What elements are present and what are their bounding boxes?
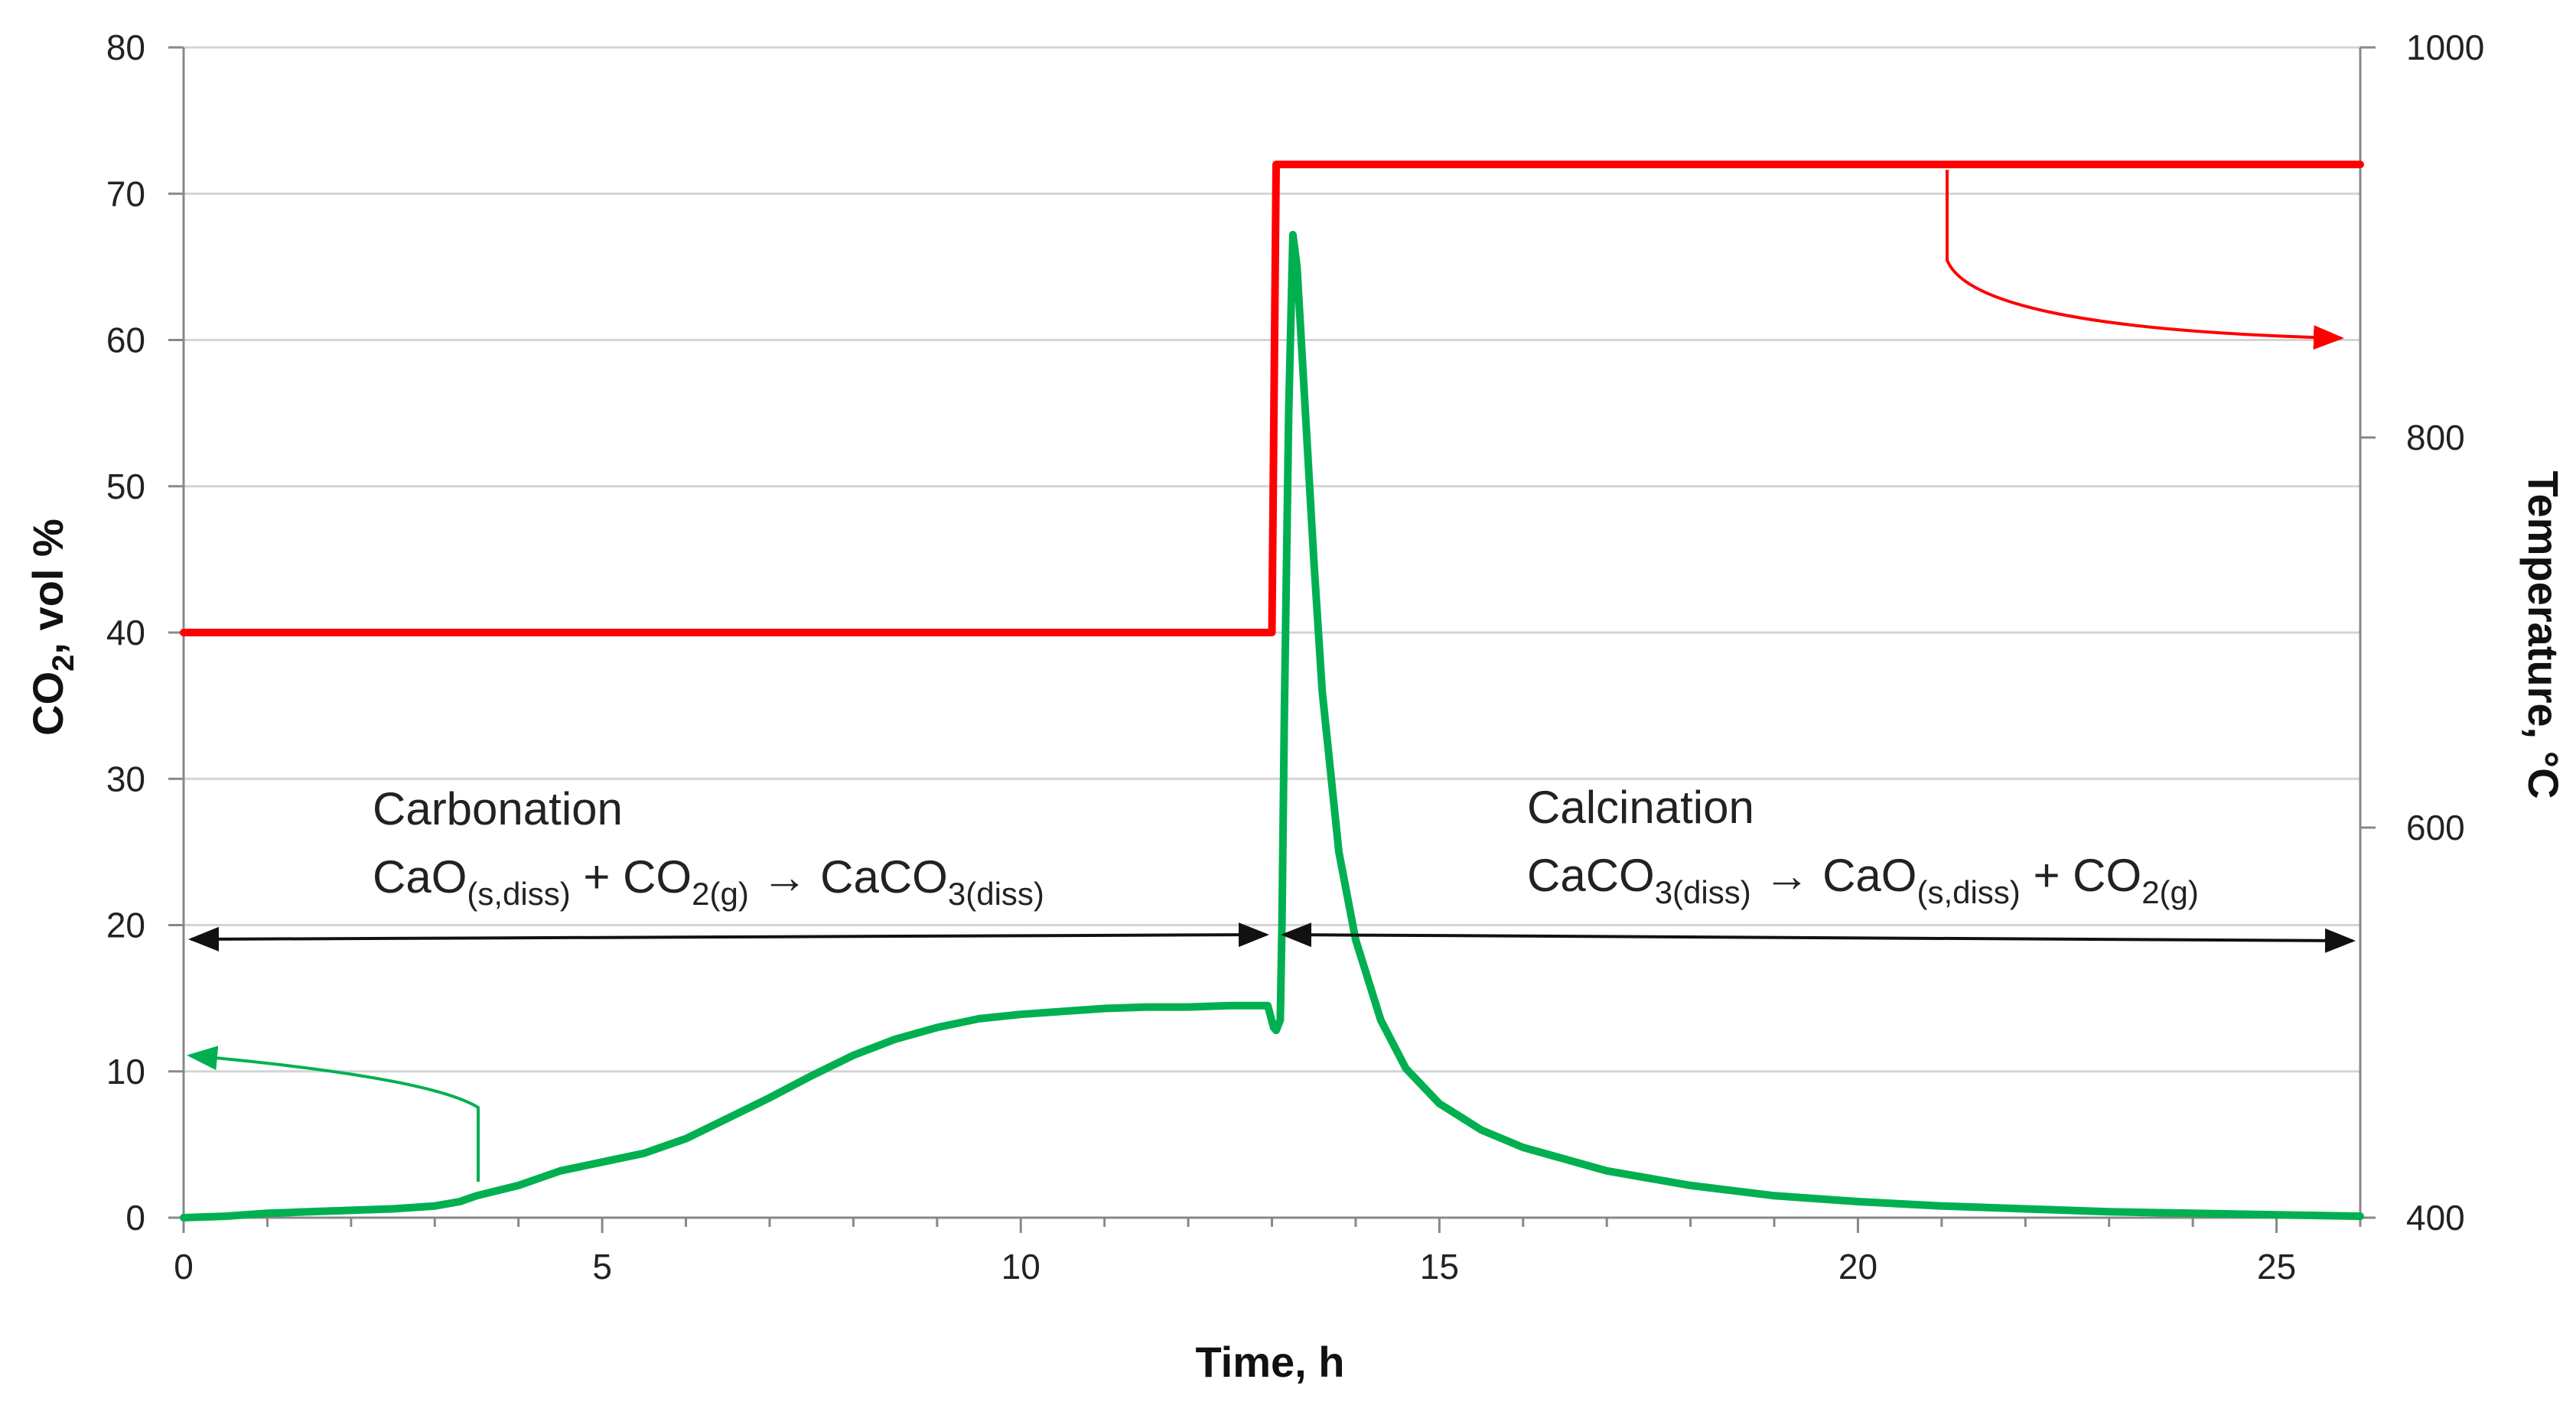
left-y-axis-title-co: CO xyxy=(24,672,72,736)
x-tick-label-20: 20 xyxy=(1838,1247,1877,1287)
series-line-temperature xyxy=(180,161,2364,636)
series-layer xyxy=(180,161,2364,1221)
calcination-label: Calcination xyxy=(1527,782,1754,833)
left-y-axis-title-rest: , vol % xyxy=(24,519,72,654)
calcination-reaction: CaCO3(diss) → CaO(s,diss) + CO2(g) xyxy=(1527,850,2199,910)
x-axis-ticks: 0 5 10 15 20 25 xyxy=(174,1218,2362,1287)
x-tick-label-25: 25 xyxy=(2257,1247,2296,1287)
right-y-axis-title: Temperature, °C xyxy=(2519,470,2568,799)
left-y-tick-label-80: 80 xyxy=(106,28,145,67)
x-tick-label-5: 5 xyxy=(592,1247,612,1287)
left-y-tick-label-10: 10 xyxy=(106,1052,145,1091)
left-y-tick-label-70: 70 xyxy=(106,174,145,213)
right-y-tick-label-400: 400 xyxy=(2406,1198,2465,1238)
x-axis-title: Time, h xyxy=(1195,1338,1344,1386)
left-y-tick-label-60: 60 xyxy=(106,320,145,360)
right-y-tick-label-1000: 1000 xyxy=(2406,28,2484,67)
left-y-tick-label-40: 40 xyxy=(106,613,145,652)
calcination-span-arrow xyxy=(1281,922,2356,953)
carbonation-span-arrow xyxy=(188,922,1269,951)
x-tick-label-0: 0 xyxy=(174,1247,194,1287)
left-y-axis-title-sub: 2 xyxy=(47,655,80,672)
left-y-tick-label-50: 50 xyxy=(106,467,145,506)
right-y-tick-label-800: 800 xyxy=(2406,418,2465,457)
x-tick-label-15: 15 xyxy=(1420,1247,1459,1287)
left-y-axis-title: CO2, vol % xyxy=(24,519,80,736)
series-line-co2 xyxy=(180,230,2364,1221)
left-y-tick-label-30: 30 xyxy=(106,759,145,799)
left-y-tick-label-0: 0 xyxy=(125,1198,145,1238)
carbonation-reaction: CaO(s,diss) + CO2(g) → CaCO3(diss) xyxy=(373,851,1044,912)
right-y-axis-ticks: 400 600 800 1000 xyxy=(2360,28,2484,1238)
co2-axis-indicator-arrow xyxy=(187,1046,480,1182)
carbonation-label: Carbonation xyxy=(373,783,623,834)
temperature-axis-indicator-arrow xyxy=(1946,170,2344,350)
right-y-tick-label-600: 600 xyxy=(2406,808,2465,847)
left-y-tick-label-20: 20 xyxy=(106,906,145,945)
x-tick-label-10: 10 xyxy=(1001,1247,1040,1287)
left-y-axis-ticks: 0 10 20 30 40 50 60 70 80 xyxy=(106,28,184,1238)
